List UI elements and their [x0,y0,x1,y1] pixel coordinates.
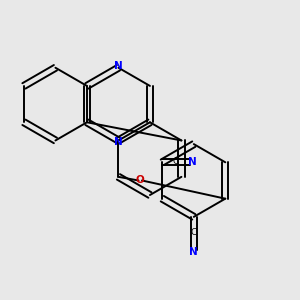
Text: C: C [191,228,197,237]
Text: O: O [136,176,145,185]
Text: N: N [114,61,123,71]
Text: C: C [173,157,179,166]
Text: N: N [188,157,197,167]
Text: N: N [114,137,123,147]
Text: N: N [189,247,198,257]
